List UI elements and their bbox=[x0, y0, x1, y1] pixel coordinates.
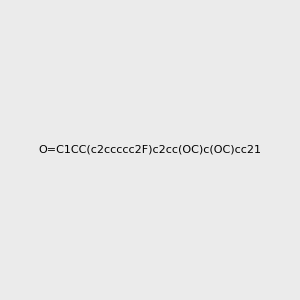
Text: O=C1CC(c2ccccc2F)c2cc(OC)c(OC)cc21: O=C1CC(c2ccccc2F)c2cc(OC)c(OC)cc21 bbox=[38, 145, 262, 155]
